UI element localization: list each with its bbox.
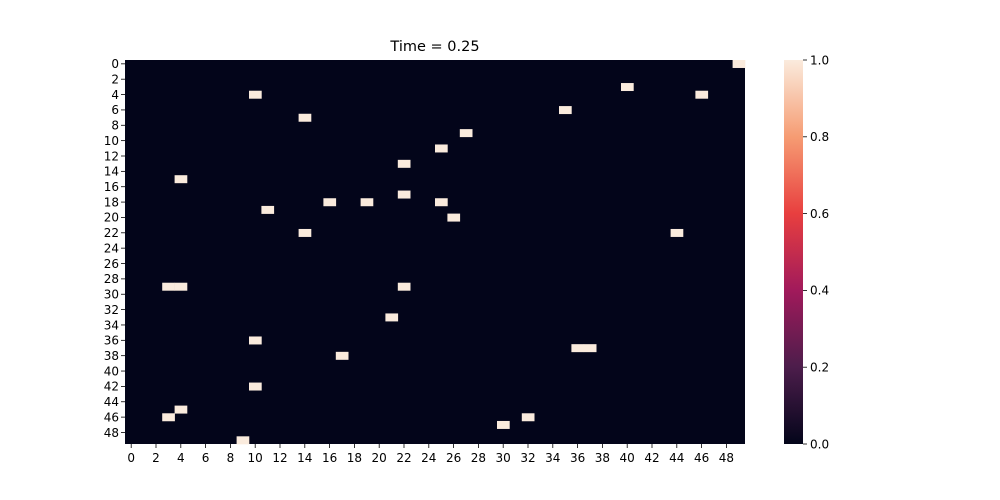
heatmap-cell <box>397 159 411 168</box>
y-tick-label: 18 <box>104 195 119 209</box>
heatmap-cell <box>335 351 349 360</box>
y-tick-label: 12 <box>104 149 119 163</box>
heatmap-cell <box>162 282 175 291</box>
colorbar-tick-label: 0.0 <box>810 437 829 451</box>
y-tick-label: 48 <box>104 426 119 440</box>
heatmap-cell <box>459 129 473 138</box>
y-tick-label: 10 <box>104 134 119 148</box>
y-tick-label: 0 <box>111 57 119 71</box>
heatmap-cell <box>621 83 634 92</box>
x-tick-label: 34 <box>545 451 560 465</box>
colorbar-tick-label: 0.6 <box>810 207 829 221</box>
x-tick-label: 24 <box>421 451 436 465</box>
heatmap-cell <box>298 113 312 122</box>
heatmap-cell <box>670 228 684 237</box>
y-tick-label: 30 <box>104 288 119 302</box>
heatmap-cell <box>323 198 337 207</box>
heatmap-cell <box>249 336 262 345</box>
colorbar-gradient <box>784 60 803 444</box>
y-tick-label: 8 <box>111 119 119 133</box>
x-tick-label: 10 <box>248 451 263 465</box>
heatmap-cell <box>236 436 250 445</box>
y-tick-label: 16 <box>104 180 119 194</box>
y-tick-label: 28 <box>104 272 119 286</box>
x-tick-label: 0 <box>127 451 135 465</box>
y-tick-label: 36 <box>104 334 119 348</box>
y-tick-label: 42 <box>104 380 119 394</box>
x-tick-label: 12 <box>272 451 287 465</box>
heatmap-cell <box>732 60 746 68</box>
x-tick-label: 40 <box>620 451 635 465</box>
x-tick-label: 22 <box>396 451 411 465</box>
y-tick-label: 4 <box>111 88 119 102</box>
chart-title: Time = 0.25 <box>389 39 479 55</box>
y-tick-label: 20 <box>104 211 119 225</box>
y-tick-label: 2 <box>111 73 119 87</box>
heatmap-cell <box>695 90 709 99</box>
heatmap-cell <box>360 198 374 207</box>
x-tick-label: 46 <box>694 451 709 465</box>
y-tick-label: 6 <box>111 103 119 117</box>
y-tick-label: 34 <box>104 318 119 332</box>
y-tick-label: 24 <box>104 241 119 255</box>
y-tick-label: 40 <box>104 364 119 378</box>
heatmap-cell <box>447 213 461 222</box>
x-tick-label: 42 <box>644 451 659 465</box>
heatmap-cell <box>162 413 175 422</box>
y-axis: 0246810121416182022242628303234363840424… <box>104 57 125 440</box>
heatmap-cell <box>261 205 275 214</box>
x-tick-label: 26 <box>446 451 461 465</box>
x-tick-label: 48 <box>719 451 734 465</box>
x-tick-label: 38 <box>595 451 610 465</box>
x-tick-label: 4 <box>177 451 185 465</box>
heatmap-cell <box>385 313 399 322</box>
x-tick-label: 2 <box>152 451 160 465</box>
colorbar-tick-label: 0.8 <box>810 130 829 144</box>
x-axis: 0 2 4 6 8 10 12 14 16 18 20 22 24 26 28 30 32 34 36 38 40 42 4… <box>127 444 734 465</box>
x-tick-label: 6 <box>202 451 210 465</box>
heatmap-cell <box>435 144 448 153</box>
heatmap-cell <box>559 106 572 115</box>
y-tick-label: 26 <box>104 257 119 271</box>
x-tick-label: 30 <box>496 451 511 465</box>
heatmap-cell <box>497 420 510 429</box>
heatmap-background <box>125 60 745 444</box>
x-tick-label: 16 <box>322 451 337 465</box>
heatmap-cell <box>397 282 411 291</box>
heatmap-cell <box>174 282 188 291</box>
heatmap-cell <box>521 413 535 422</box>
x-tick-label: 14 <box>297 451 312 465</box>
heatmap-cell <box>571 344 585 353</box>
y-tick-label: 22 <box>104 226 119 240</box>
y-tick-label: 44 <box>104 395 119 409</box>
x-tick-label: 36 <box>570 451 585 465</box>
x-tick-label: 44 <box>669 451 684 465</box>
heatmap-cell <box>435 198 448 207</box>
y-tick-label: 14 <box>104 165 119 179</box>
colorbar-tick-label: 0.2 <box>810 361 829 375</box>
heatmap-cell <box>249 382 262 391</box>
colorbar-tick-label: 0.4 <box>810 284 829 298</box>
y-tick-label: 38 <box>104 349 119 363</box>
heatmap-cell <box>174 175 188 184</box>
heatmap-cell <box>174 405 188 414</box>
colorbar: 0.0 0.2 0.4 0.6 0.8 1.0 <box>784 53 829 451</box>
heatmap-cell <box>583 344 597 353</box>
heatmap-cell <box>298 228 312 237</box>
plot-area <box>125 60 746 445</box>
heatmap-cell <box>249 90 262 99</box>
x-tick-label: 20 <box>372 451 387 465</box>
x-tick-label: 28 <box>471 451 486 465</box>
y-tick-label: 32 <box>104 303 119 317</box>
colorbar-tick-label: 1.0 <box>810 53 829 67</box>
x-tick-label: 8 <box>227 451 235 465</box>
x-tick-label: 18 <box>347 451 362 465</box>
heatmap-cell <box>397 190 411 199</box>
y-tick-label: 46 <box>104 410 119 424</box>
x-tick-label: 32 <box>520 451 535 465</box>
